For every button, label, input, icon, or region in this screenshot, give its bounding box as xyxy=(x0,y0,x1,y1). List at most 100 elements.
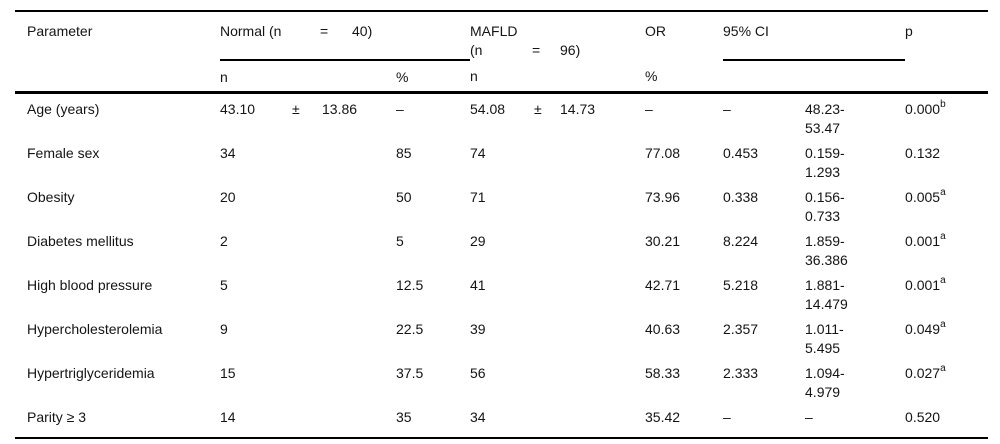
plus-minus-sign: ± xyxy=(292,100,300,117)
cell-p: 0.027a xyxy=(905,358,988,402)
header-row-subcolumns: n % n % xyxy=(15,60,989,94)
column-header-p: p xyxy=(905,23,913,39)
cell-mafld-n: 54.08 ±14.73 xyxy=(470,92,645,138)
cell-mafld-n: 34 xyxy=(470,402,645,438)
cell-normal-pct: 12.5 xyxy=(396,276,424,293)
normal-group-text: Normal (n xyxy=(220,23,282,39)
cell-normal-n: 15 xyxy=(220,358,396,402)
cell-mafld-n: 39 xyxy=(470,314,645,358)
table-row: Hypercholesterolemia 9 22.5 39 40.63 2.3… xyxy=(15,314,988,358)
cell-parameter: Age (years) xyxy=(27,100,100,117)
cell-mafld-n: 29 xyxy=(470,226,645,270)
mafld-group-equals: = xyxy=(532,42,541,58)
subheader-normal-pct: % xyxy=(396,60,471,94)
column-group-mafld: MAFLD (n = 96) xyxy=(470,11,645,60)
count-value: 2 xyxy=(220,232,228,249)
column-header-or: OR xyxy=(645,23,667,39)
p-value: 0.132 xyxy=(905,144,941,161)
cell-ci: 1.011- 5.495 xyxy=(805,320,844,356)
table-row: High blood pressure 5 12.5 41 42.71 5.21… xyxy=(15,270,988,314)
cell-ci: – xyxy=(805,408,813,425)
cell-or: – xyxy=(723,100,731,117)
cell-normal-pct: – xyxy=(396,100,404,117)
cell-normal-pct: 22.5 xyxy=(396,320,424,337)
table-row: Diabetes mellitus 2 5 29 30.21 8.224 1.8… xyxy=(15,226,988,270)
cell-or: 8.224 xyxy=(723,232,759,249)
count-value: 9 xyxy=(220,320,228,337)
cell-normal-n: 14 xyxy=(220,402,396,438)
cell-or: 0.453 xyxy=(723,144,759,161)
cell-p: 0.001a xyxy=(905,270,988,314)
cell-ci: 0.156- 0.733 xyxy=(805,188,845,224)
subheader-empty xyxy=(805,60,906,94)
p-value: 0.005 xyxy=(905,188,941,205)
cell-mafld-n: 71 xyxy=(470,182,645,226)
column-group-ci: 95% CI xyxy=(723,11,906,61)
p-value: 0.001 xyxy=(905,232,941,249)
cell-mafld-n: 74 xyxy=(470,138,645,182)
subheader-empty xyxy=(723,60,806,94)
cell-normal-n: 9 xyxy=(220,314,396,358)
cell-or: 0.338 xyxy=(723,188,759,205)
count-value: 71 xyxy=(470,188,486,205)
comparison-table: Parameter Normal (n = 40) MAFLD (n = 96) OR … xyxy=(15,10,989,439)
cell-normal-n: 34 xyxy=(220,138,396,182)
cell-mafld-pct: 73.96 xyxy=(645,188,681,205)
cell-ci: 1.881- 14.479 xyxy=(805,276,848,312)
cell-parameter: Parity ≥ 3 xyxy=(27,408,87,425)
cell-p: 0.005a xyxy=(905,182,988,226)
table-row: Obesity 20 50 71 73.96 0.338 0.156- 0.73… xyxy=(15,182,988,226)
p-superscript: a xyxy=(940,362,946,374)
cell-mafld-pct: 30.21 xyxy=(645,232,681,249)
cell-mafld-pct: 42.71 xyxy=(645,276,681,293)
cell-ci: 0.159- 1.293 xyxy=(805,144,845,180)
cell-parameter: Hypercholesterolemia xyxy=(27,320,163,337)
subheader-mafld-n: n xyxy=(470,60,646,94)
cell-parameter: Diabetes mellitus xyxy=(27,232,134,249)
table-row: Parity ≥ 3 14 35 34 35.42 – – 0.520 xyxy=(15,402,988,438)
table-header: Parameter Normal (n = 40) MAFLD (n = 96) OR … xyxy=(15,11,989,94)
p-superscript: a xyxy=(940,230,946,242)
table-row: Hypertriglyceridemia 15 37.5 56 58.33 2.… xyxy=(15,358,988,402)
cell-p: 0.000b xyxy=(905,92,988,138)
normal-group-n: 40) xyxy=(352,23,373,39)
cell-normal-pct: 37.5 xyxy=(396,364,424,381)
cell-p: 0.001a xyxy=(905,226,988,270)
count-value: 34 xyxy=(220,144,236,161)
count-value: 29 xyxy=(470,232,486,249)
p-superscript: a xyxy=(940,318,946,330)
cell-parameter: Hypertriglyceridemia xyxy=(27,364,155,381)
count-value: 14 xyxy=(220,408,236,425)
cell-mafld-pct: 40.63 xyxy=(645,320,681,337)
p-value: 0.027 xyxy=(905,364,941,381)
p-value: 0.000 xyxy=(905,100,941,117)
normal-group-equals: = xyxy=(320,23,329,39)
count-value: 15 xyxy=(220,364,236,381)
cell-ci: 1.859- 36.386 xyxy=(805,232,848,268)
cell-normal-n: 20 xyxy=(220,182,396,226)
header-row-groups: Parameter Normal (n = 40) MAFLD (n = 96) OR … xyxy=(15,11,988,61)
cell-normal-pct: 35 xyxy=(396,408,412,425)
cell-parameter: Female sex xyxy=(27,144,100,161)
p-value: 0.001 xyxy=(905,276,941,293)
cell-parameter: Obesity xyxy=(27,188,75,205)
cell-p: 0.049a xyxy=(905,314,988,358)
table-row: Female sex 34 85 74 77.08 0.453 0.159- 1… xyxy=(15,138,988,182)
count-value: 56 xyxy=(470,364,486,381)
cell-or: 2.333 xyxy=(723,364,759,381)
cell-normal-n: 5 xyxy=(220,270,396,314)
subheader-empty xyxy=(905,60,989,94)
table-body: Age (years) 43.10 ±13.86 – 54.08 ±14.73 – … xyxy=(15,92,988,438)
cell-mafld-pct: 35.42 xyxy=(645,408,681,425)
cell-normal-pct: 5 xyxy=(396,232,404,249)
mafld-group-n: 96) xyxy=(560,42,581,58)
cell-or: 5.218 xyxy=(723,276,759,293)
cell-parameter: High blood pressure xyxy=(27,276,153,293)
cell-normal-n: 43.10 ±13.86 xyxy=(220,92,396,138)
count-value: 39 xyxy=(470,320,486,337)
cell-p: 0.520 xyxy=(905,402,988,438)
p-superscript: a xyxy=(940,186,946,198)
count-value: 74 xyxy=(470,144,486,161)
subheader-normal-n: n xyxy=(220,60,396,94)
count-value: 20 xyxy=(220,188,236,205)
